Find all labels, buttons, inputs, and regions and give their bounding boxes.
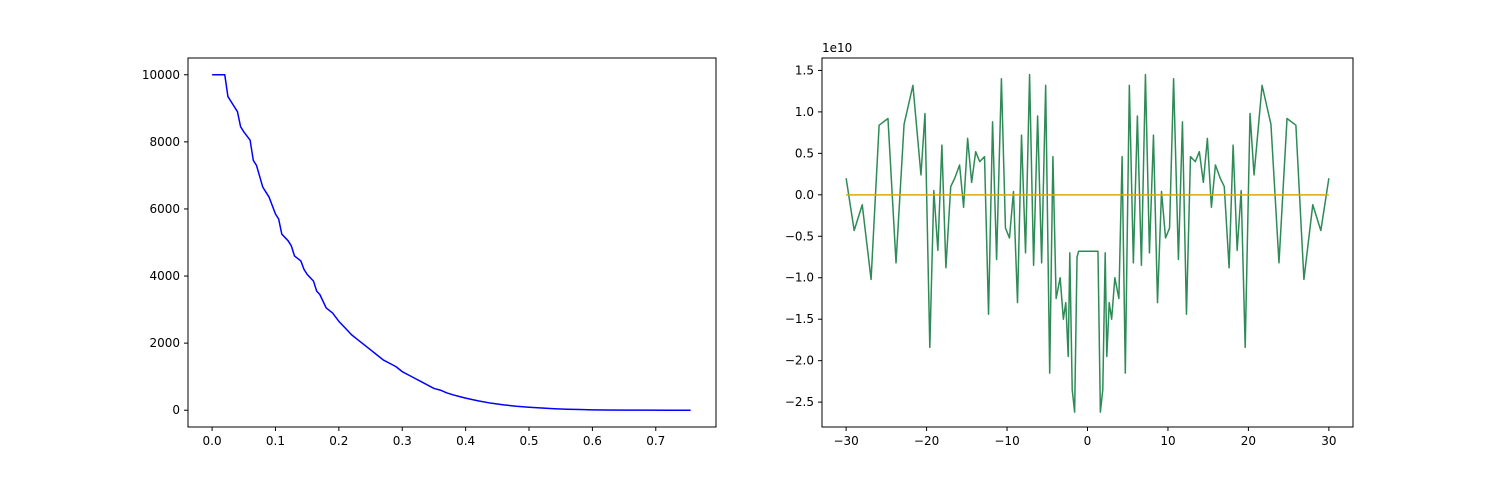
left-chart-y-tick-label: 8000	[149, 135, 180, 149]
left-chart-y-tick-label: 0	[172, 403, 180, 417]
left-chart-x-tick-label: 0.3	[393, 434, 412, 448]
left-chart-x-tick-label: 0.2	[329, 434, 348, 448]
left-chart-plot-area	[187, 57, 717, 428]
right-chart-x-axis: −30 −20 −10 0 10 20 30	[833, 427, 1337, 448]
right-chart-x-tick-label: −10	[994, 434, 1019, 448]
left-chart-x-tick-label: 0.7	[646, 434, 665, 448]
left-chart-x-tick-label: 0.6	[583, 434, 602, 448]
left-chart-y-tick-label: 10000	[142, 68, 180, 82]
right-chart-x-tick-label: 20	[1241, 434, 1256, 448]
right-chart-y-tick-label: 1.5	[795, 63, 814, 77]
left-chart-series	[212, 74, 691, 411]
left-chart-series-line-0	[212, 74, 691, 411]
left-chart-x-tick-label: 0.4	[456, 434, 475, 448]
right-chart-x-tick-label: −30	[833, 434, 858, 448]
right-chart-y-tick-label: −2.5	[785, 395, 814, 409]
right-chart-x-tick-label: −20	[914, 434, 939, 448]
right-chart-x-tick-label: 30	[1321, 434, 1336, 448]
right-chart-y-tick-label: −0.5	[785, 229, 814, 243]
right-chart-x-tick-label: 10	[1160, 434, 1175, 448]
left-chart-y-tick-label: 6000	[149, 202, 180, 216]
right-chart-x-tick-label: 0	[1084, 434, 1092, 448]
right-chart-y-tick-label: −1.0	[785, 271, 814, 285]
left-chart: 0.0 0.1 0.2 0.3 0.4 0.5 0.6 0.7 0 2000 4000 6000 80…	[142, 57, 717, 448]
right-chart-series-line-0	[845, 73, 1330, 413]
left-chart-x-axis: 0.0 0.1 0.2 0.3 0.4 0.5 0.6 0.7	[203, 427, 665, 448]
right-chart-y-tick-label: 0.5	[795, 146, 814, 160]
right-chart-y-tick-label: 1.0	[795, 105, 814, 119]
left-chart-y-tick-label: 4000	[149, 269, 180, 283]
right-chart-y-axis: −2.5 −2.0 −1.5 −1.0 −0.5 0.0 0.5 1.0 1.5	[785, 63, 822, 409]
right-chart-y-tick-label: −2.0	[785, 354, 814, 368]
right-chart: −30 −20 −10 0 10 20 30 −2.5 −2.0 −1.5 −1.0 −0.5 0.0…	[785, 41, 1354, 448]
right-chart-y-tick-label: 0.0	[795, 188, 814, 202]
left-chart-y-axis: 0 2000 4000 6000 8000 10000	[142, 68, 188, 417]
left-chart-y-tick-label: 2000	[149, 336, 180, 350]
left-chart-x-tick-label: 0.1	[266, 434, 285, 448]
right-chart-y-tick-label: −1.5	[785, 312, 814, 326]
right-chart-y-offset-label: 1e10	[822, 41, 852, 55]
right-chart-series	[845, 73, 1330, 413]
left-chart-x-tick-label: 0.0	[203, 434, 222, 448]
left-chart-x-tick-label: 0.5	[519, 434, 538, 448]
